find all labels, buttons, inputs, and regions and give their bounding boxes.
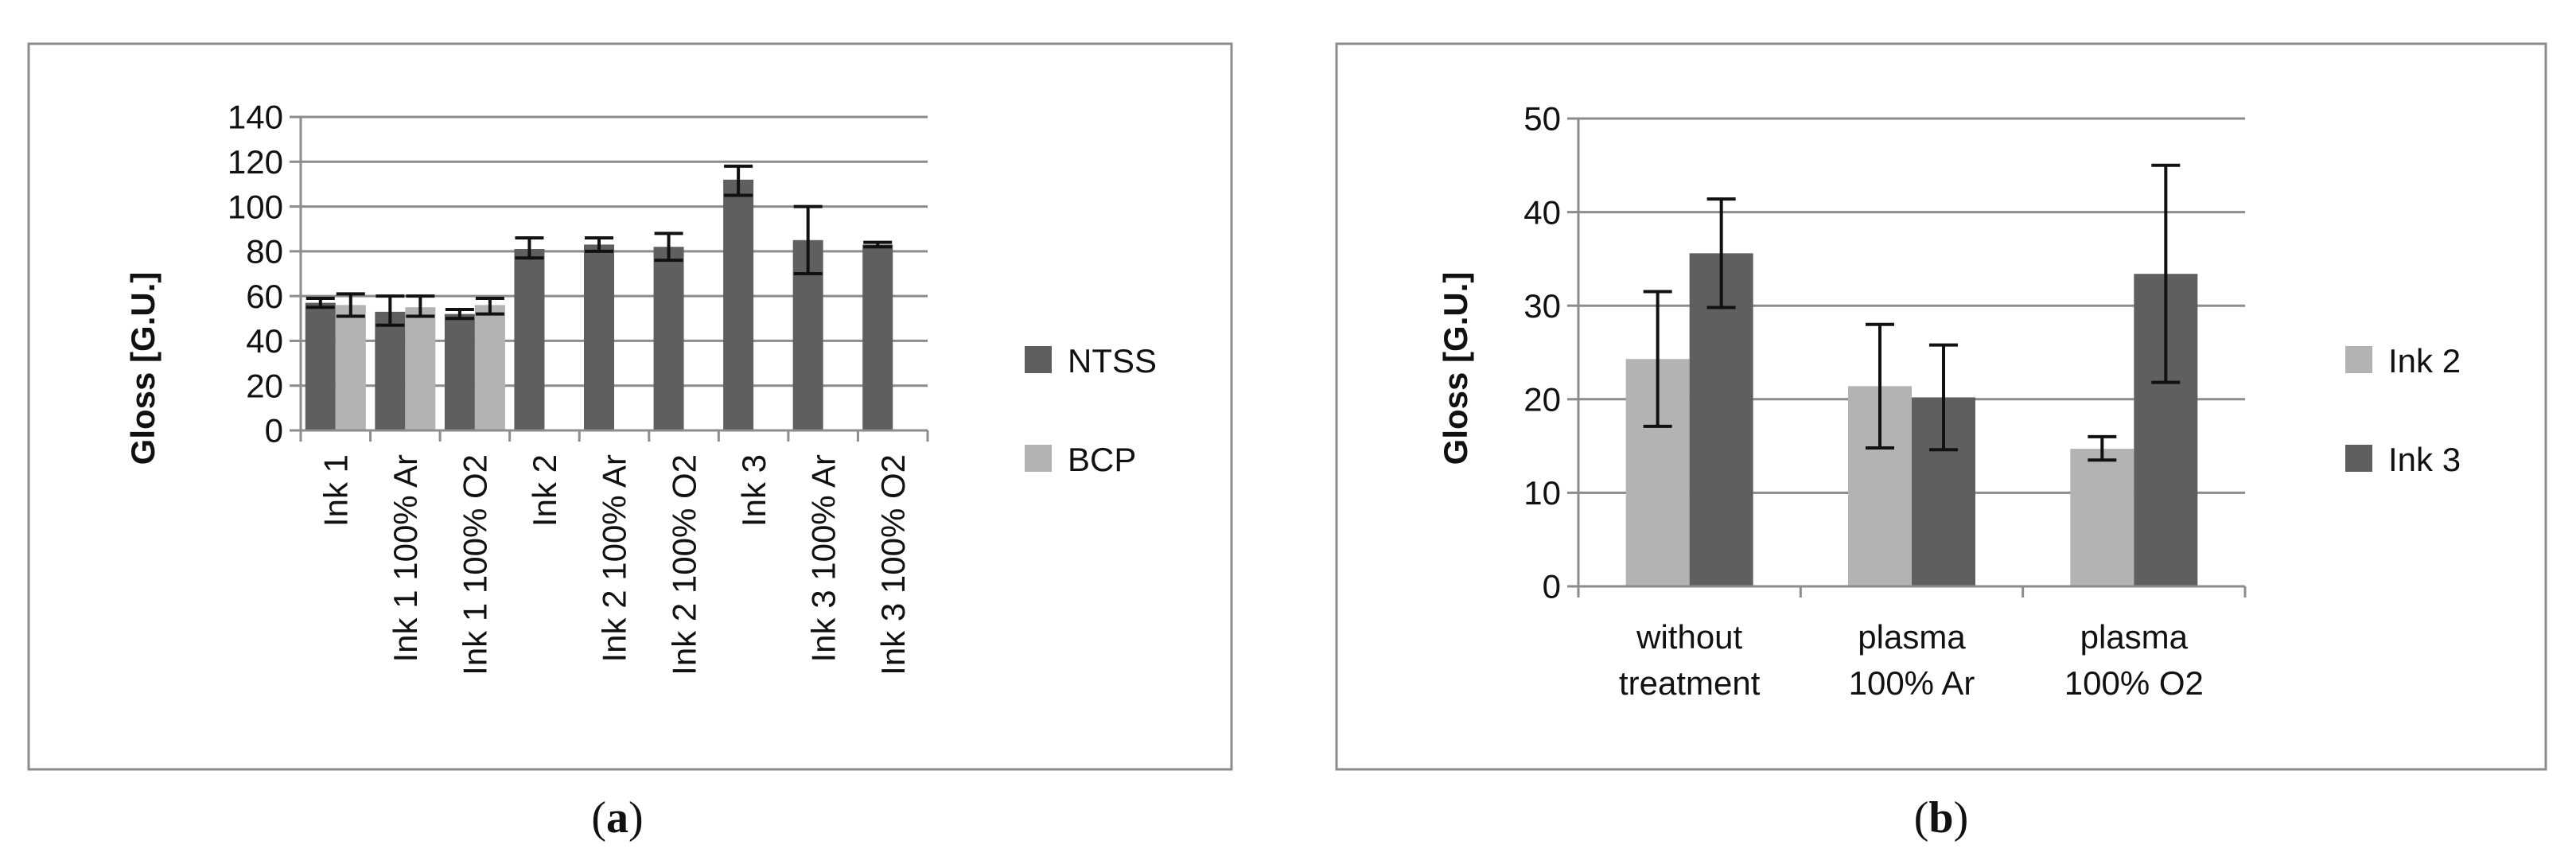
- a-error-bar-ntss-6: [724, 164, 753, 197]
- a-bar-bcp-2: [474, 305, 505, 430]
- b-error-bar-ink-3-1: [1929, 343, 1958, 452]
- b-x-tick-label-0-line-0: without: [1636, 618, 1742, 656]
- a-error-bar-ntss-0: [305, 296, 335, 309]
- b-legend-swatch-ink-3: [2345, 445, 2372, 472]
- a-bar-ntss-2: [444, 313, 475, 430]
- a-bar-ntss-1: [375, 311, 406, 430]
- a-x-tick-label-4: Ink 2 100% Ar: [596, 454, 633, 663]
- b-y-tick-label-5: 50: [1523, 100, 1561, 138]
- panel-b-y-axis-label: Gloss [G.U.]: [1437, 272, 1474, 465]
- panel-a-bars: [305, 179, 893, 431]
- a-y-tick-label-5: 100: [228, 188, 283, 225]
- b-legend-label-ink-2: Ink 2: [2388, 342, 2461, 380]
- a-bar-ntss-6: [723, 179, 754, 431]
- panel-b-y-tick-labels: 0 10 20 30 40 50: [1523, 100, 1561, 605]
- panel-a-caption: (a): [591, 793, 643, 843]
- panel-b-error-bars: [1643, 163, 2181, 462]
- panel-b-legend: Ink 2 Ink 3: [2345, 342, 2461, 478]
- panel-a-frame: [27, 42, 1233, 771]
- a-error-bar-ntss-3: [515, 235, 544, 260]
- panel-b-caption: (b): [1914, 793, 1968, 843]
- a-x-tick-label-2: Ink 1 100% O2: [457, 454, 494, 675]
- a-bar-bcp-0: [335, 305, 366, 430]
- b-legend-swatch-ink-2: [2345, 346, 2372, 373]
- a-y-tick-label-7: 140: [228, 99, 283, 136]
- b-error-bar-ink-2-0: [1643, 290, 1672, 428]
- panel-a-axes: [290, 115, 929, 442]
- a-y-tick-label-3: 60: [246, 278, 283, 315]
- a-error-bar-ntss-2: [445, 308, 474, 321]
- b-error-bar-ink-3-2: [2151, 163, 2181, 384]
- b-error-bar-ink-2-2: [2088, 434, 2117, 462]
- b-legend-label-ink-3: Ink 3: [2388, 441, 2461, 478]
- panel-a-y-tick-labels: 0 20 40 60 80 100 120 140: [228, 99, 283, 450]
- panel-b-x-tick-labels: without treatment plasma 100% Ar plasma 100% …: [1619, 618, 2204, 702]
- a-legend-label-ntss: NTSS: [1068, 342, 1157, 380]
- b-y-tick-label-0: 0: [1543, 568, 1561, 605]
- a-x-tick-label-6: Ink 3: [735, 454, 772, 527]
- a-bar-ntss-5: [653, 247, 684, 430]
- a-x-tick-label-1: Ink 1 100% Ar: [387, 454, 424, 663]
- a-y-tick-label-1: 20: [246, 367, 283, 404]
- a-y-tick-label-0: 0: [265, 412, 283, 450]
- a-x-tick-label-3: Ink 2: [526, 454, 563, 527]
- panel-b-axes: [1567, 117, 2247, 597]
- panel-a-legend: NTSS BCP: [1025, 342, 1157, 478]
- b-x-tick-label-2-line-0: plasma: [2080, 618, 2189, 656]
- a-bar-ntss-3: [514, 249, 545, 430]
- a-error-bar-ntss-8: [863, 240, 893, 249]
- b-x-tick-label-1-line-1: 100% Ar: [1849, 664, 1975, 702]
- a-error-bar-ntss-4: [585, 235, 613, 253]
- a-x-tick-label-0: Ink 1: [317, 454, 354, 527]
- b-bar-ink-2-2: [2070, 449, 2134, 586]
- a-x-tick-label-5: Ink 2 100% O2: [665, 454, 702, 675]
- a-error-bar-ntss-5: [654, 232, 683, 263]
- a-error-bar-ntss-7: [793, 204, 823, 275]
- b-error-bar-ink-2-1: [1866, 322, 1894, 450]
- panel-b: 0 10 20 30 40 50 without treatment plasma 100% A…: [1335, 42, 2547, 771]
- a-y-tick-label-2: 40: [246, 322, 283, 360]
- b-y-tick-label-3: 30: [1523, 287, 1561, 325]
- a-y-tick-label-4: 80: [246, 233, 283, 271]
- b-y-tick-label-2: 20: [1523, 381, 1561, 418]
- a-legend-swatch-ntss: [1025, 346, 1052, 373]
- b-x-tick-label-1-line-0: plasma: [1858, 618, 1966, 656]
- a-bar-bcp-1: [405, 307, 436, 430]
- a-error-bar-bcp-0: [336, 292, 365, 318]
- panel-a-error-bars: [305, 164, 893, 327]
- a-y-tick-label-6: 120: [228, 143, 283, 181]
- b-x-tick-label-2-line-1: 100% O2: [2064, 664, 2204, 702]
- panel-a-y-axis-label: Gloss [G.U.]: [124, 272, 161, 465]
- a-legend-label-bcp: BCP: [1068, 441, 1136, 478]
- a-bar-ntss-8: [862, 244, 893, 430]
- a-error-bar-bcp-2: [475, 296, 504, 316]
- a-x-tick-label-7: Ink 3 100% Ar: [804, 454, 842, 663]
- a-legend-swatch-bcp: [1025, 445, 1052, 472]
- a-error-bar-ntss-1: [376, 294, 405, 327]
- panel-a-x-tick-labels: Ink 1 Ink 1 100% Ar Ink 1 100% O2 Ink 2 Ink …: [317, 454, 911, 675]
- a-x-tick-label-8: Ink 3 100% O2: [874, 454, 912, 675]
- b-y-tick-label-4: 40: [1523, 193, 1561, 231]
- b-error-bar-ink-3-0: [1706, 197, 1736, 309]
- b-x-tick-label-0-line-1: treatment: [1619, 664, 1761, 702]
- b-y-tick-label-1: 10: [1523, 474, 1561, 512]
- a-bar-ntss-4: [584, 244, 614, 430]
- a-bar-ntss-0: [305, 302, 336, 430]
- a-error-bar-bcp-1: [406, 294, 435, 318]
